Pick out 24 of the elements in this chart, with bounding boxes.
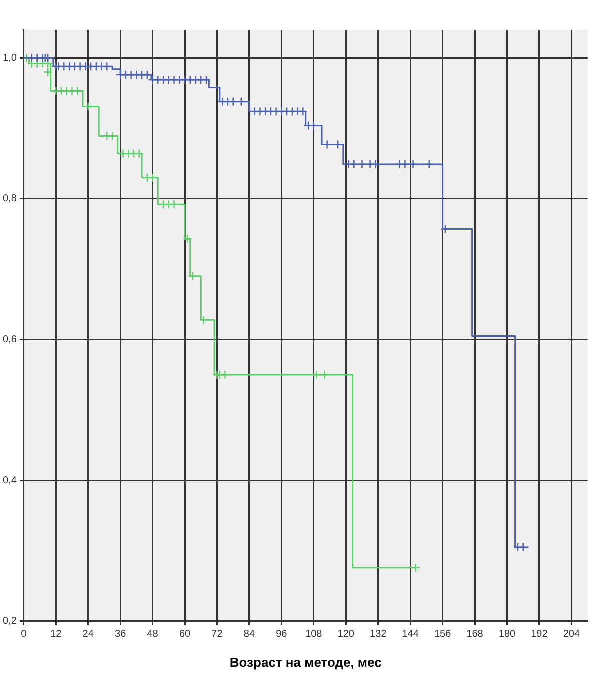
x-tick-label: 60: [179, 629, 192, 640]
x-tick-label: 24: [82, 629, 94, 640]
x-tick-label: 36: [115, 629, 127, 640]
x-tick-label: 108: [306, 629, 323, 640]
x-tick-label: 12: [50, 629, 62, 640]
x-tick-label: 96: [276, 629, 288, 640]
x-tick-label: 192: [531, 629, 548, 640]
y-tick-label: 0,4: [2, 475, 18, 486]
x-tick-label: 204: [563, 629, 580, 640]
y-tick-label: 0,8: [2, 194, 18, 205]
x-tick-label: 168: [466, 629, 484, 640]
x-axis-title: Возраст на методе, мес: [230, 654, 382, 670]
x-tick-label: 180: [498, 629, 516, 640]
x-tick-label: 84: [244, 629, 256, 640]
x-tick-label: 132: [370, 629, 388, 640]
y-tick-label: 0,2: [2, 616, 18, 628]
x-tick-label: 156: [434, 629, 452, 640]
x-tick-label: 72: [212, 629, 224, 640]
y-tick-label: 1,0: [2, 52, 18, 64]
x-tick-label: 48: [147, 629, 159, 640]
x-tick-label: 120: [338, 629, 355, 640]
y-tick-label: 0,6: [2, 334, 18, 346]
x-tick-label: 0: [21, 629, 28, 640]
x-tick-label: 144: [402, 629, 420, 640]
